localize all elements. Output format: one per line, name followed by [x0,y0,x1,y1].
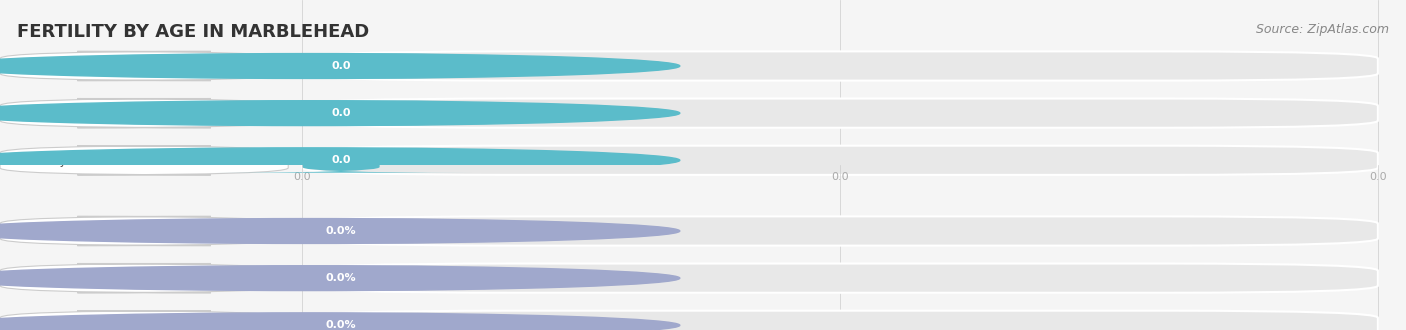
Circle shape [0,53,681,79]
FancyBboxPatch shape [211,313,471,330]
FancyBboxPatch shape [0,216,288,246]
Text: 35 to 50 years: 35 to 50 years [7,154,93,167]
Text: 15 to 19 years: 15 to 19 years [7,59,93,73]
FancyBboxPatch shape [211,218,471,244]
Text: 35 to 50 years: 35 to 50 years [7,319,93,330]
Text: 0.0: 0.0 [332,108,350,118]
FancyBboxPatch shape [211,266,471,291]
FancyBboxPatch shape [302,311,1378,330]
Text: 20 to 34 years: 20 to 34 years [7,107,93,120]
FancyBboxPatch shape [0,51,288,81]
FancyBboxPatch shape [302,51,1378,81]
FancyBboxPatch shape [0,311,288,330]
Circle shape [0,313,681,330]
Text: 0.0%: 0.0% [326,273,356,283]
Text: 0.0: 0.0 [294,172,311,182]
Circle shape [0,101,681,125]
Circle shape [0,266,681,291]
Text: 0.0: 0.0 [332,61,350,71]
Text: Source: ZipAtlas.com: Source: ZipAtlas.com [1256,23,1389,36]
FancyBboxPatch shape [0,146,288,175]
Text: 15 to 19 years: 15 to 19 years [7,224,93,238]
FancyBboxPatch shape [302,264,1378,293]
FancyBboxPatch shape [0,99,288,128]
FancyBboxPatch shape [302,216,1378,246]
Text: 0.0%: 0.0% [326,226,356,236]
FancyBboxPatch shape [0,264,288,293]
Text: FERTILITY BY AGE IN MARBLEHEAD: FERTILITY BY AGE IN MARBLEHEAD [17,23,370,41]
FancyBboxPatch shape [211,101,471,125]
Text: 0.0: 0.0 [831,172,849,182]
Text: 0.0%: 0.0% [326,320,356,330]
FancyBboxPatch shape [302,99,1378,128]
FancyBboxPatch shape [302,146,1378,175]
Text: 0.0: 0.0 [332,155,350,165]
Circle shape [0,148,681,173]
Circle shape [0,218,681,244]
Text: 0.0: 0.0 [1369,172,1386,182]
Text: 20 to 34 years: 20 to 34 years [7,272,93,285]
FancyBboxPatch shape [211,148,471,173]
FancyBboxPatch shape [211,53,471,79]
